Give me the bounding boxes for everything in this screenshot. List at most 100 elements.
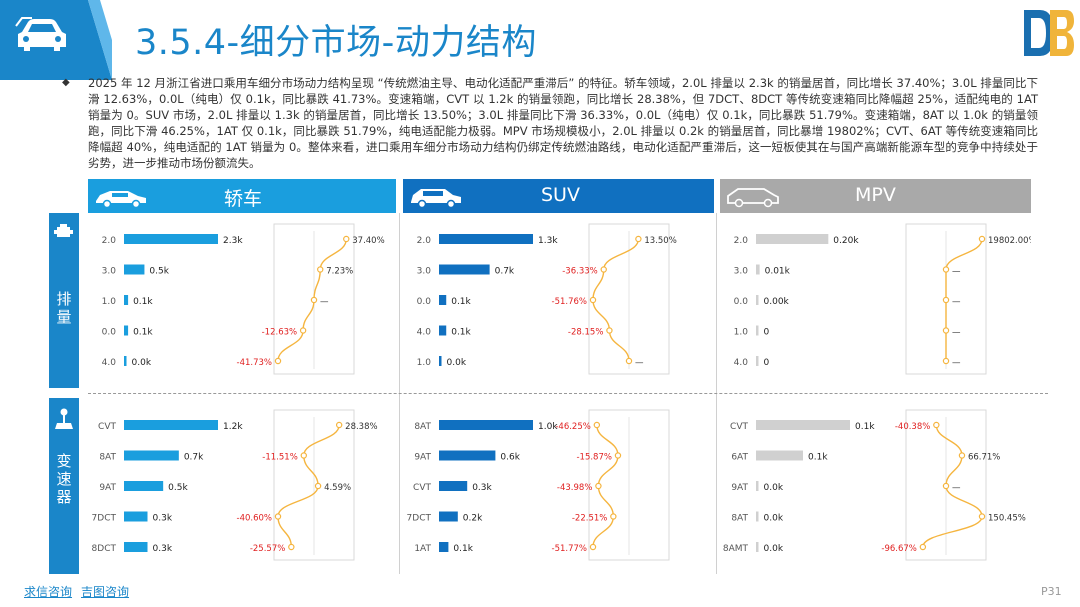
- sedan-icon: [96, 191, 146, 209]
- bar: [756, 420, 850, 430]
- growth-label: 7.23%: [326, 267, 353, 277]
- mpv-icon: [727, 188, 779, 208]
- growth-label: 66.71%: [968, 453, 1000, 463]
- bar-value-label: 0.3k: [472, 483, 492, 493]
- growth-label: —: [635, 358, 644, 368]
- bar-value-label: 0.20k: [833, 236, 859, 246]
- category-label: 3.0: [734, 267, 749, 277]
- bar: [756, 295, 759, 305]
- bar-value-label: 0: [764, 358, 770, 368]
- growth-label: -51.76%: [552, 297, 587, 307]
- category-label: 7DCT: [92, 514, 117, 524]
- bar-value-label: 0.01k: [765, 267, 791, 277]
- growth-point: [942, 357, 950, 365]
- bar: [756, 356, 759, 366]
- category-label: 1.0: [417, 358, 432, 368]
- growth-label: 37.40%: [352, 236, 384, 246]
- category-label: 8AT: [414, 422, 431, 432]
- bar-value-label: 2.3k: [223, 236, 243, 246]
- bar: [124, 295, 129, 305]
- chart-sedan-displacement: 2.0 2.3k 3.0 0.5k 1.0 0.1k 0.0 0.1k 4.0 0.0k 37.40…: [102, 223, 385, 375]
- section-transmission: 变速器: [49, 398, 79, 574]
- bar: [756, 511, 759, 522]
- category-label: 2.0: [102, 236, 117, 246]
- category-label: 8AT: [99, 453, 116, 463]
- gear-shift-icon: [55, 408, 73, 429]
- category-label: 0.0: [734, 297, 749, 307]
- category-label: 9AT: [414, 453, 431, 463]
- category-label: 6AT: [731, 453, 748, 463]
- category-label: 9AT: [99, 483, 116, 493]
- category-label: 8DCT: [92, 544, 117, 554]
- bar-value-label: 1.3k: [538, 236, 558, 246]
- growth-label: -43.98%: [557, 483, 592, 493]
- bar: [439, 542, 449, 552]
- bar-value-label: 1.2k: [223, 422, 243, 432]
- bar-value-label: 0.2k: [463, 514, 483, 524]
- bar: [756, 450, 803, 461]
- car-front-icon: [15, 17, 66, 51]
- growth-label: -40.38%: [895, 422, 930, 432]
- column-header-sedan: 轿车: [88, 179, 396, 213]
- bar-value-label: 0.3k: [153, 514, 173, 524]
- growth-point: [600, 266, 607, 273]
- growth-label: 4.59%: [324, 483, 351, 493]
- suv-icon: [411, 189, 461, 209]
- bar-value-label: 0.1k: [453, 544, 473, 554]
- bar-value-label: 0.0k: [764, 514, 784, 524]
- category-label: 4.0: [102, 358, 117, 368]
- growth-point: [978, 235, 986, 243]
- section-displacement: 排量: [49, 213, 79, 388]
- bar: [756, 325, 759, 336]
- bar-value-label: 0.6k: [500, 453, 520, 463]
- bar: [439, 511, 458, 522]
- growth-point: [589, 296, 597, 304]
- growth-label: —: [952, 358, 961, 368]
- bar-value-label: 0.1k: [451, 328, 471, 338]
- column-label-sedan: 轿车: [224, 188, 263, 210]
- bar: [124, 511, 148, 522]
- category-label: 3.0: [102, 267, 117, 277]
- bar: [439, 325, 447, 336]
- bar-value-label: 0.1k: [133, 328, 153, 338]
- category-label: 7DCT: [407, 514, 432, 524]
- bar-value-label: 0.1k: [855, 422, 875, 432]
- growth-point: [288, 543, 295, 551]
- growth-point: [314, 482, 322, 490]
- bar-value-label: 0.0k: [764, 544, 784, 554]
- growth-label: —: [952, 297, 961, 307]
- bar-value-label: 0.0k: [764, 483, 784, 493]
- growth-label: -12.63%: [262, 328, 297, 338]
- growth-point: [942, 482, 950, 490]
- bar: [124, 234, 218, 244]
- growth-point: [335, 421, 343, 429]
- growth-point: [606, 327, 613, 334]
- category-label: 9AT: [731, 483, 748, 493]
- bar: [756, 264, 760, 275]
- growth-label: -28.15%: [568, 328, 603, 338]
- bar: [439, 420, 533, 430]
- footer-link-jitu[interactable]: 吉图咨询: [81, 585, 130, 599]
- growth-point: [942, 296, 950, 304]
- growth-label: -51.77%: [552, 544, 587, 554]
- growth-point: [610, 513, 617, 520]
- category-label: CVT: [413, 483, 431, 493]
- bar: [756, 234, 829, 244]
- growth-label: -25.57%: [250, 544, 285, 554]
- bar: [124, 264, 145, 275]
- growth-point: [635, 235, 642, 243]
- growth-point: [589, 543, 597, 551]
- section-divider: [88, 393, 1048, 394]
- footer-link-qiuxin[interactable]: 求信咨询: [24, 585, 73, 599]
- growth-label: 28.38%: [345, 422, 377, 432]
- bar-value-label: 0.00k: [764, 297, 790, 307]
- chart-mpv-displacement: 2.0 0.20k 3.0 0.01k 0.0 0.00k 1.0 0 4.0 0 19802.00…: [734, 223, 1031, 375]
- bar: [124, 542, 148, 552]
- growth-point: [300, 452, 307, 459]
- growth-label: -41.73%: [237, 358, 272, 368]
- category-label: 0.0: [417, 297, 432, 307]
- bar-value-label: 0.1k: [451, 297, 471, 307]
- bar-value-label: 0.5k: [149, 267, 169, 277]
- bar-value-label: 0.3k: [153, 544, 173, 554]
- category-label: 2.0: [734, 236, 749, 246]
